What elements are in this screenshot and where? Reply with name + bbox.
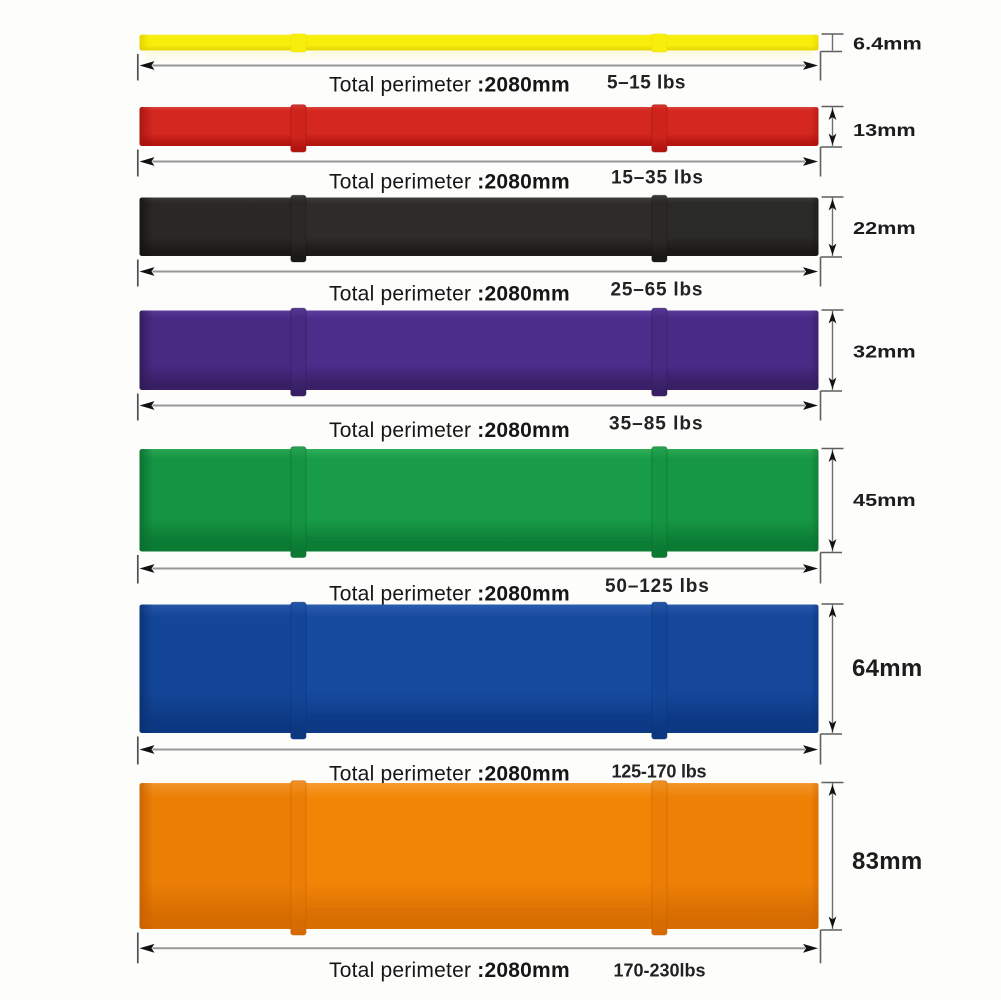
svg-text:25–65 lbs: 25–65 lbs (611, 279, 704, 300)
svg-text:125-170 lbs: 125-170 lbs (612, 762, 707, 782)
svg-text:35–85 lbs: 35–85 lbs (609, 413, 704, 434)
svg-text:Total perimeter :2080mm: Total perimeter :2080mm (329, 171, 570, 194)
svg-text:Total perimeter :2080mm: Total perimeter :2080mm (329, 959, 570, 982)
svg-text:32mm: 32mm (853, 342, 916, 362)
svg-text:5–15 lbs: 5–15 lbs (607, 73, 686, 94)
svg-text:Total perimeter :2080mm: Total perimeter :2080mm (329, 283, 570, 306)
svg-text:Total perimeter :2080mm: Total perimeter :2080mm (329, 583, 570, 606)
svg-text:170-230lbs: 170-230lbs (614, 960, 706, 980)
svg-text:13mm: 13mm (853, 121, 916, 141)
svg-text:Total perimeter :2080mm: Total perimeter :2080mm (329, 419, 570, 442)
svg-text:15–35 lbs: 15–35 lbs (611, 167, 704, 188)
svg-text:64mm: 64mm (852, 655, 923, 682)
svg-text:83mm: 83mm (852, 848, 923, 875)
svg-text:6.4mm: 6.4mm (853, 35, 922, 55)
svg-text:50–125 lbs: 50–125 lbs (605, 576, 710, 597)
svg-text:Total perimeter :2080mm: Total perimeter :2080mm (329, 763, 570, 786)
svg-text:Total perimeter :2080mm: Total perimeter :2080mm (329, 74, 570, 97)
svg-text:45mm: 45mm (853, 491, 916, 511)
svg-text:22mm: 22mm (853, 219, 916, 239)
